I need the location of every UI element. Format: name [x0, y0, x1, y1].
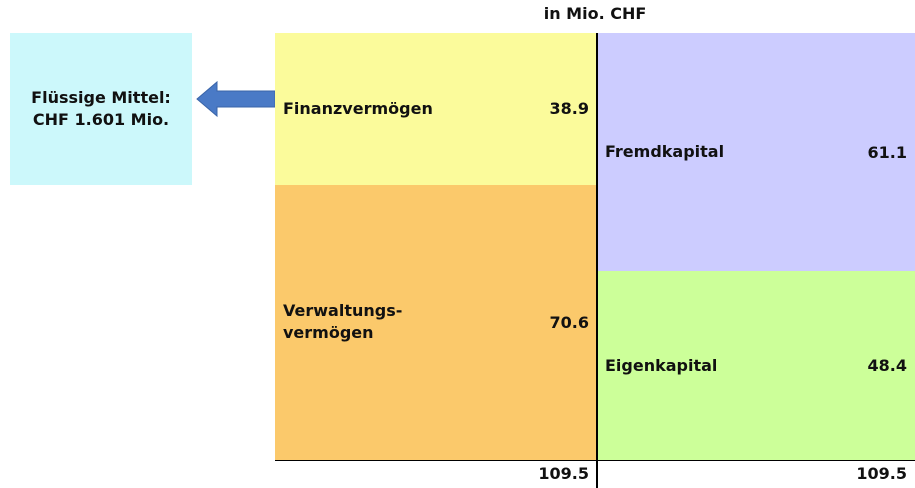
note-line: CHF 1.601 Mio.: [32, 110, 170, 129]
label-line: Verwaltungs-: [283, 301, 403, 321]
arrow: [196, 80, 276, 118]
block-value: 61.1: [867, 142, 907, 162]
unit-label: in Mio. CHF: [543, 4, 647, 23]
note-box: Flüssige Mittel: CHF 1.601 Mio.: [10, 33, 192, 185]
label-line: Fremdkapital: [605, 142, 725, 162]
note-line: Flüssige Mittel:: [31, 88, 171, 107]
block-label: Eigenkapital: [605, 355, 717, 377]
block-label: Fremdkapital: [605, 141, 724, 163]
total-line: [275, 460, 915, 461]
total: 109.5: [856, 464, 907, 483]
label-line: vermögen: [283, 323, 374, 343]
block: Fremdkapital 61.1: [597, 33, 915, 272]
divider: [596, 33, 598, 488]
label-line: Finanzvermögen: [283, 98, 433, 118]
arrow-shape: [196, 80, 276, 118]
block: Eigenkapital 48.4: [597, 271, 915, 460]
block-value: 38.9: [549, 99, 589, 119]
label-line: Eigenkapital: [605, 355, 718, 375]
block-value: 70.6: [549, 312, 589, 332]
block: Verwaltungs-vermögen 70.6: [275, 184, 597, 460]
block-label: Verwaltungs-vermögen: [283, 300, 402, 344]
block: Finanzvermögen 38.9: [275, 33, 597, 185]
block-label: Finanzvermögen: [283, 98, 433, 120]
total: 109.5: [538, 464, 589, 483]
block-value: 48.4: [867, 356, 907, 376]
